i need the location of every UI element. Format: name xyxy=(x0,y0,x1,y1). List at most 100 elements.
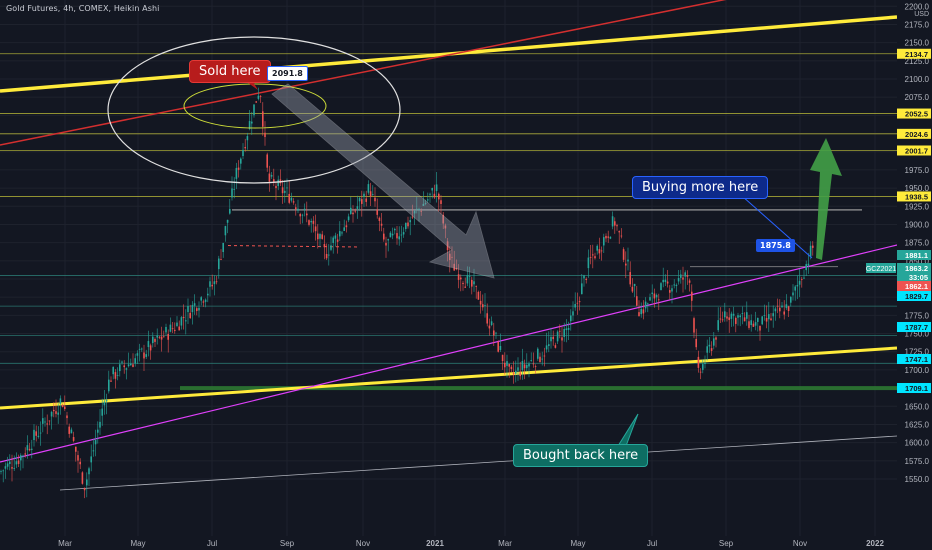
candle-body xyxy=(277,179,279,187)
candle-body xyxy=(407,222,409,227)
time-tick-label: Sep xyxy=(719,539,734,548)
candle-body xyxy=(365,198,367,202)
candle-body xyxy=(145,354,147,357)
candle-body xyxy=(108,379,110,392)
candle-body xyxy=(526,364,528,369)
candle-body xyxy=(647,303,649,305)
grey-trendline xyxy=(59,435,898,491)
candle-body xyxy=(270,175,273,177)
candle-body xyxy=(361,199,363,204)
candle-body xyxy=(682,277,684,280)
candle-body xyxy=(468,276,471,278)
candle-body xyxy=(713,338,715,346)
candle-body xyxy=(589,257,592,258)
peak-price-callout[interactable]: 2091.8 xyxy=(267,66,308,81)
candle-body xyxy=(314,226,317,232)
candle-body xyxy=(147,341,150,348)
candle-body xyxy=(2,470,4,472)
candle-body xyxy=(673,284,675,286)
candle-body xyxy=(477,291,480,300)
candle-body xyxy=(224,226,227,236)
candle-body xyxy=(231,188,233,198)
price-tick-label: 1950.0 xyxy=(905,184,930,193)
candle-body xyxy=(691,291,693,301)
candle-body xyxy=(550,336,552,342)
candle-body xyxy=(55,411,57,414)
candle-body xyxy=(424,202,427,204)
candle-body xyxy=(4,466,7,469)
candle-body xyxy=(768,314,770,320)
candle-body xyxy=(488,325,491,329)
candle-body xyxy=(574,304,576,308)
buying-more-note[interactable]: Buying more here xyxy=(632,176,769,199)
candle-body xyxy=(174,329,176,331)
candle-body xyxy=(743,317,746,322)
price-tag xyxy=(897,354,931,364)
candle-body xyxy=(187,306,189,313)
candle-body xyxy=(200,297,202,301)
price-tag-label: 1709.1 xyxy=(905,384,928,393)
price-tag-label: 2052.5 xyxy=(905,110,928,119)
candle-body xyxy=(61,404,64,408)
candle-body xyxy=(794,286,796,291)
candle-body xyxy=(33,429,35,441)
candle-body xyxy=(719,318,722,320)
candle-body xyxy=(312,220,315,224)
candle-body xyxy=(479,300,482,305)
candle-body xyxy=(275,185,277,189)
candle-body xyxy=(114,372,117,379)
candle-body xyxy=(387,239,389,241)
candle-body xyxy=(262,111,264,127)
candle-body xyxy=(785,304,788,309)
candle-body xyxy=(728,317,730,321)
candle-body xyxy=(554,345,557,348)
candle-body xyxy=(15,461,18,465)
time-tick-label: 2021 xyxy=(426,539,444,548)
current-price-callout[interactable]: 1875.8 xyxy=(756,239,795,252)
candle-body xyxy=(132,364,134,367)
candle-body xyxy=(88,468,90,475)
candle-body xyxy=(497,341,499,352)
time-tick-label: Sep xyxy=(280,539,295,548)
candle-body xyxy=(677,278,680,282)
candle-body xyxy=(627,259,629,262)
candle-body xyxy=(801,278,803,280)
candle-body xyxy=(757,317,759,322)
candle-body xyxy=(347,216,350,221)
candle-body xyxy=(75,446,77,452)
candle-body xyxy=(374,197,376,202)
candle-body xyxy=(385,242,387,246)
bought-back-note[interactable]: Bought back here xyxy=(513,444,649,467)
candle-body xyxy=(343,227,345,231)
candle-body xyxy=(59,398,62,404)
candle-body xyxy=(39,432,42,434)
candle-body xyxy=(169,324,172,332)
candle-body xyxy=(570,315,572,322)
candle-body xyxy=(422,203,425,206)
candles xyxy=(0,87,814,499)
candle-body xyxy=(350,207,352,214)
candle-body xyxy=(105,399,108,402)
price-tag-label: 2001.7 xyxy=(905,146,928,155)
chart-grid xyxy=(0,0,897,536)
candle-body xyxy=(303,208,306,210)
candle-body xyxy=(372,194,374,196)
candle-body xyxy=(466,275,469,284)
magenta-trendline xyxy=(0,244,898,463)
sold-here-note[interactable]: Sold here xyxy=(189,60,271,83)
candle-body xyxy=(50,411,53,417)
candle-body xyxy=(464,286,466,288)
time-axis-bg xyxy=(0,536,932,550)
candle-body xyxy=(660,283,662,291)
candle-body xyxy=(576,302,579,304)
candle-body xyxy=(633,283,636,287)
candle-body xyxy=(273,179,275,182)
candle-body xyxy=(508,364,510,367)
candle-body xyxy=(310,221,312,223)
candle-body xyxy=(396,233,398,239)
candle-body xyxy=(28,448,31,451)
candle-body xyxy=(257,95,260,99)
price-tick-label: 1600.0 xyxy=(905,439,930,448)
candle-body xyxy=(605,235,607,239)
